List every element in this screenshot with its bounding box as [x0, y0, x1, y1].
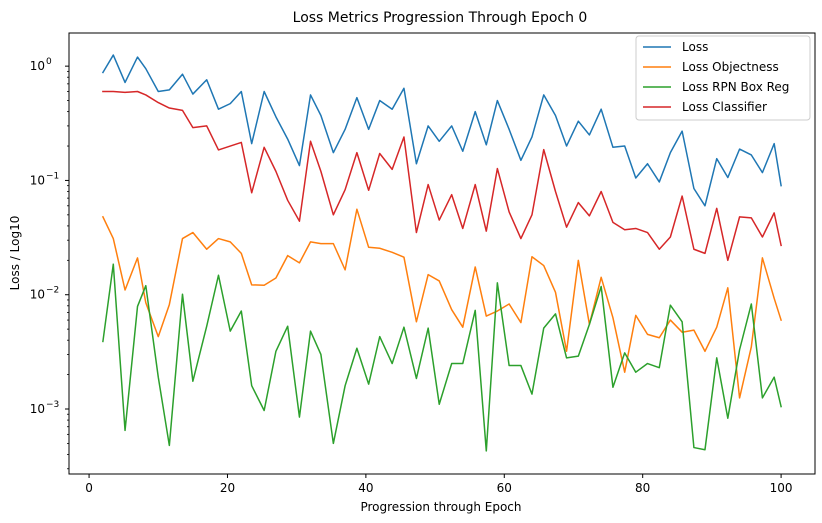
- y-tick-label: 10: [30, 59, 45, 73]
- x-tick-label: 20: [220, 481, 235, 495]
- x-axis: 0 20 40 60 80 100: [85, 474, 793, 495]
- series-line-3: [102, 263, 782, 452]
- y-tick-exponent: −3: [46, 400, 59, 410]
- x-tick-label: 60: [497, 481, 512, 495]
- legend-label: Loss Classifier: [682, 100, 767, 114]
- y-tick-label: 10: [30, 288, 45, 302]
- legend-box: [635, 35, 811, 121]
- x-tick-label: 0: [85, 481, 93, 495]
- x-tick-label: 80: [635, 481, 650, 495]
- series-group: [101, 54, 783, 452]
- chart-title: Loss Metrics Progression Through Epoch 0: [293, 10, 588, 26]
- legend: Loss Loss Objectness Loss RPN Box Reg Loss …: [635, 35, 811, 121]
- series-line-1: [101, 54, 782, 207]
- plot-frame: [68, 32, 816, 475]
- series-line-4: [102, 90, 782, 262]
- x-axis-label: Progression through Epoch: [360, 500, 521, 514]
- y-tick-exponent: −2: [46, 286, 59, 296]
- x-tick-label: 40: [358, 481, 373, 495]
- legend-label: Loss: [682, 40, 708, 54]
- y-tick-exponent: 0: [46, 57, 52, 67]
- legend-label: Loss RPN Box Reg: [682, 80, 789, 94]
- legend-label: Loss Objectness: [682, 60, 779, 74]
- y-tick-exponent: −1: [46, 171, 59, 181]
- y-axis-label: Loss / Log10: [8, 216, 22, 291]
- y-tick-label: 10: [30, 402, 45, 416]
- y-tick-label: 10: [30, 173, 45, 187]
- series-line-2: [101, 208, 783, 399]
- x-tick-label: 100: [770, 481, 793, 495]
